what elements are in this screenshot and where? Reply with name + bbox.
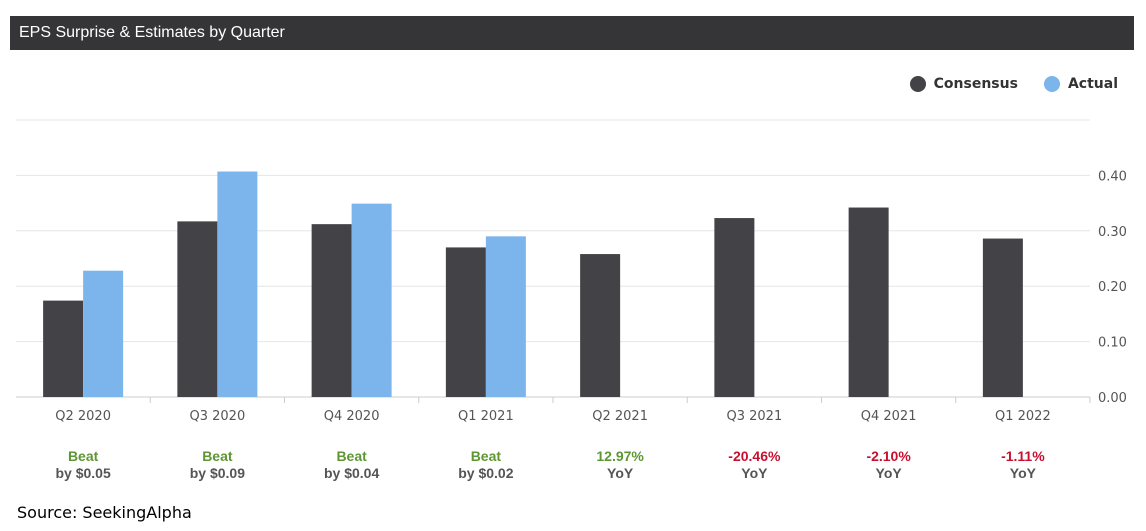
y-tick-label: 0.10 bbox=[1098, 336, 1127, 351]
legend-label-consensus: Consensus bbox=[933, 76, 1018, 92]
result-detail: by $0.09 bbox=[190, 465, 245, 481]
result-label: -2.10% bbox=[866, 448, 911, 464]
legend-item-consensus[interactable]: Consensus bbox=[909, 76, 1018, 92]
result-detail: by $0.05 bbox=[55, 465, 110, 481]
legend-label-actual: Actual bbox=[1067, 76, 1118, 92]
result-detail: YoY bbox=[876, 465, 903, 481]
result-label: -20.46% bbox=[728, 448, 781, 464]
chart-legend: Consensus Actual bbox=[884, 76, 1118, 92]
x-tick-label: Q4 2021 bbox=[861, 409, 917, 424]
x-tick-label: Q4 2020 bbox=[324, 409, 380, 424]
x-tick-label: Q1 2022 bbox=[995, 409, 1051, 424]
x-tick-label: Q3 2021 bbox=[727, 409, 783, 424]
bar-actual bbox=[217, 171, 258, 397]
bar-consensus bbox=[580, 254, 621, 397]
bar-consensus bbox=[445, 247, 486, 397]
result-label: Beat bbox=[68, 448, 99, 464]
bar-consensus bbox=[714, 218, 755, 397]
chart-header: EPS Surprise & Estimates by Quarter bbox=[10, 16, 1134, 50]
y-tick-label: 0.40 bbox=[1098, 169, 1127, 184]
bar-consensus bbox=[848, 207, 889, 397]
bar-actual bbox=[351, 203, 392, 397]
result-label: Beat bbox=[336, 448, 367, 464]
result-label: Beat bbox=[202, 448, 233, 464]
bar-consensus bbox=[177, 221, 218, 397]
bar-actual bbox=[83, 270, 124, 397]
legend-swatch-consensus bbox=[909, 76, 926, 92]
bar-actual bbox=[485, 236, 526, 397]
bar-consensus bbox=[982, 238, 1023, 397]
result-label: -1.11% bbox=[1001, 448, 1045, 464]
result-label: Beat bbox=[471, 448, 502, 464]
x-tick-label: Q3 2020 bbox=[190, 409, 246, 424]
legend-item-actual[interactable]: Actual bbox=[1043, 76, 1118, 92]
y-tick-label: 0.30 bbox=[1098, 225, 1127, 240]
source-note: Source: SeekingAlpha bbox=[17, 503, 192, 522]
x-tick-label: Q1 2021 bbox=[458, 409, 514, 424]
bar-consensus bbox=[43, 300, 84, 397]
x-tick-label: Q2 2021 bbox=[592, 409, 648, 424]
result-detail: YoY bbox=[1010, 465, 1037, 481]
y-tick-label: 0.00 bbox=[1098, 391, 1127, 406]
result-detail: YoY bbox=[741, 465, 768, 481]
result-detail: YoY bbox=[607, 465, 634, 481]
result-detail: by $0.02 bbox=[458, 465, 513, 481]
x-tick-label: Q2 2020 bbox=[55, 409, 111, 424]
result-detail: by $0.04 bbox=[324, 465, 379, 481]
legend-swatch-actual bbox=[1043, 76, 1060, 92]
chart-title: EPS Surprise & Estimates by Quarter bbox=[19, 24, 285, 41]
bar-consensus bbox=[311, 224, 352, 397]
result-label: 12.97% bbox=[596, 448, 644, 464]
y-tick-label: 0.20 bbox=[1098, 280, 1127, 295]
